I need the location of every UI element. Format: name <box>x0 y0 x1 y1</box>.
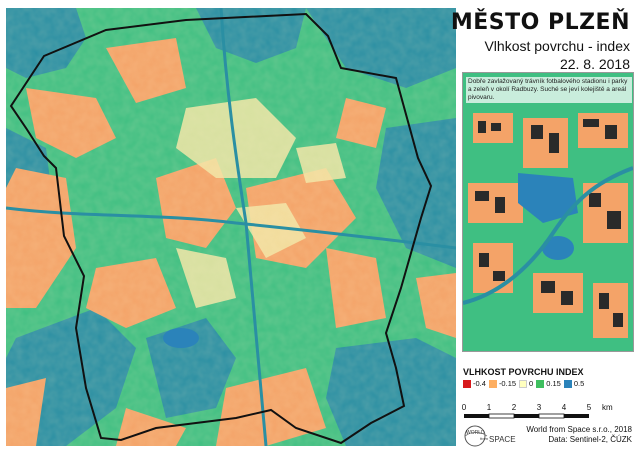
legend-swatch <box>519 379 528 388</box>
moisture-map[interactable] <box>6 8 456 446</box>
legend-label: 0 <box>529 379 534 388</box>
map-date: 22. 8. 2018 <box>559 56 630 72</box>
page-title: MĚSTO PLZEŇ <box>450 10 630 35</box>
inset-buildings <box>475 119 623 327</box>
legend-label: 0.15 <box>546 379 561 388</box>
scale-tick-0: 0 <box>462 403 467 412</box>
reservoir <box>163 328 199 348</box>
legend-label: 0.5 <box>573 379 585 388</box>
inset-wet-areas <box>518 173 578 260</box>
logo-text-world: WORLD <box>466 430 485 436</box>
logo-text-from: from <box>480 436 489 441</box>
legend-item: -0.4 <box>463 379 486 388</box>
credit-company: World from Space s.r.o., 2018 <box>526 425 632 434</box>
inset-river <box>463 166 633 305</box>
inset-map[interactable]: Dobře zavlažovaný trávník fotbalového st… <box>462 72 634 352</box>
legend-swatch <box>463 379 471 388</box>
rivers <box>6 8 456 446</box>
legend-item: 0 <box>519 379 533 388</box>
scale-bar: 0 1 2 3 4 5 km <box>462 400 632 420</box>
city-boundary <box>9 12 433 445</box>
inset-canvas <box>463 73 633 351</box>
scale-tick-2: 2 <box>512 403 517 412</box>
world-from-space-logo: WORLD from SPACE <box>462 423 534 449</box>
legend-swatch <box>563 379 572 388</box>
legend-label: -0.15 <box>498 379 517 388</box>
scale-unit: km <box>602 403 613 412</box>
legend-label: -0.4 <box>473 379 486 388</box>
logo-text-space: SPACE <box>489 435 516 444</box>
scale-tick-5: 5 <box>587 403 592 412</box>
legend-title: VLHKOST POVRCHU INDEX <box>463 367 584 377</box>
title-block: MĚSTO PLZEŇ Vlhkost povrchu - index 22. … <box>451 10 630 72</box>
scale-bar-graphic: 0 1 2 3 4 5 km <box>462 403 613 419</box>
legend-swatch <box>488 379 497 388</box>
legend: -0.4 -0.15 0 0.15 0.5 <box>463 379 587 388</box>
logo-graphic: WORLD from SPACE <box>464 425 516 447</box>
map-canvas <box>6 8 456 446</box>
legend-item: 0.5 <box>563 379 585 388</box>
inset-note: Dobře zavlažovaný trávník fotbalového st… <box>466 77 632 103</box>
credit: World from Space s.r.o., 2018 Data: Sent… <box>526 425 632 445</box>
legend-swatch <box>536 379 545 388</box>
scale-tick-1: 1 <box>487 403 492 412</box>
legend-item: -0.15 <box>488 379 517 388</box>
map-subtitle: Vlhkost povrchu - index <box>484 38 630 54</box>
credit-data-source: Data: Sentinel-2, ČÚZK <box>548 435 632 444</box>
scale-tick-3: 3 <box>537 403 542 412</box>
legend-item: 0.15 <box>536 379 561 388</box>
scale-tick-4: 4 <box>562 403 567 412</box>
